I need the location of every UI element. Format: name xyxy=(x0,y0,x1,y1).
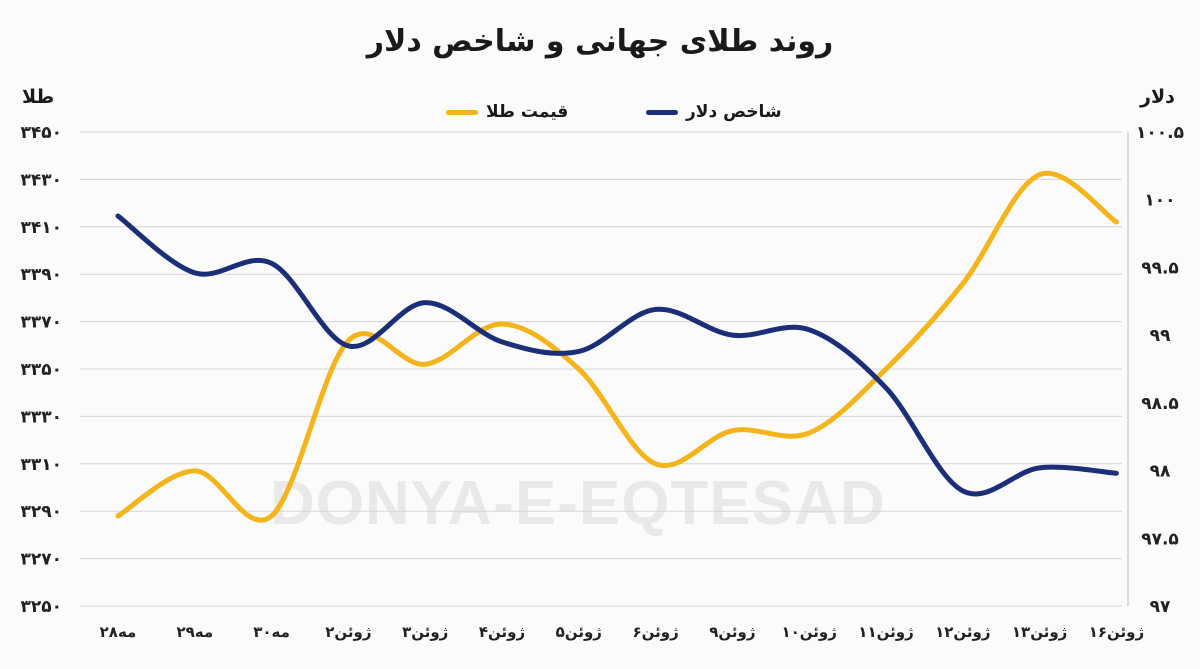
right-tick-label: ۹۷ xyxy=(1150,597,1171,617)
x-tick-label: ۵ژوئن xyxy=(556,623,602,641)
left-tick-label: ۳۴۵۰ xyxy=(20,123,62,143)
right-tick-label: ۹۹.۵ xyxy=(1141,258,1179,278)
chart-title: روند طلای جهانی و شاخص دلار xyxy=(366,24,834,59)
legend-dollar-label: شاخص دلار xyxy=(686,102,782,122)
left-tick-label: ۳۴۱۰ xyxy=(20,218,62,238)
legend-gold-swatch xyxy=(446,109,478,115)
x-tick-label: ۳۰مه xyxy=(253,623,290,641)
left-tick-label: ۳۲۵۰ xyxy=(20,597,62,617)
left-tick-label: ۳۴۳۰ xyxy=(20,170,62,190)
right-tick-label: ۹۹ xyxy=(1150,326,1171,346)
gold-price-line xyxy=(115,170,1119,523)
x-tick-label: ۱۳ژوئن xyxy=(1012,623,1067,641)
right-tick-label: ۹۷.۵ xyxy=(1141,529,1179,549)
left-tick-label: ۳۲۷۰ xyxy=(20,550,62,570)
legend-gold: قیمت طلا xyxy=(446,102,568,122)
left-tick-label: ۳۳۹۰ xyxy=(20,265,62,285)
x-tick-label: ۱۱ژوئن xyxy=(858,623,913,641)
watermark: DONYA-E-EQTESAD xyxy=(270,469,886,538)
x-tick-label: ۴ژوئن xyxy=(479,623,525,641)
x-tick-label: ۳ژوئن xyxy=(402,623,448,641)
legend-gold-label: قیمت طلا xyxy=(486,102,569,122)
right-tick-label: ۹۸ xyxy=(1150,462,1171,482)
left-axis-title: طلا xyxy=(22,86,55,108)
x-tick-label: ۹ژوئن xyxy=(709,623,755,641)
right-axis-title: دلار xyxy=(1140,86,1175,108)
left-tick-label: ۳۳۱۰ xyxy=(20,455,62,475)
legend-dollar-swatch xyxy=(646,109,678,115)
x-tick-label: ۱۲ژوئن xyxy=(935,623,990,641)
x-tick-label: ۲۹مه xyxy=(176,623,213,641)
legend-dollar: شاخص دلار xyxy=(646,102,782,122)
left-tick-label: ۳۳۷۰ xyxy=(20,313,62,333)
x-tick-label: ۲۸مه xyxy=(100,623,137,641)
x-tick-label: ۲ژوئن xyxy=(325,623,371,641)
right-tick-label: ۱۰۰ xyxy=(1144,191,1175,211)
x-tick-label: ۶ژوئن xyxy=(632,623,678,641)
right-tick-label: ۹۸.۵ xyxy=(1141,394,1179,414)
x-tick-label: ۱۶ژوئن xyxy=(1089,623,1144,641)
dollar-index-line xyxy=(115,213,1119,497)
left-tick-label: ۳۳۵۰ xyxy=(20,360,62,380)
right-tick-label: ۱۰۰.۵ xyxy=(1136,123,1184,143)
left-tick-label: ۳۲۹۰ xyxy=(20,502,62,522)
left-tick-label: ۳۳۳۰ xyxy=(20,407,62,427)
x-tick-label: ۱۰ژوئن xyxy=(781,623,836,641)
